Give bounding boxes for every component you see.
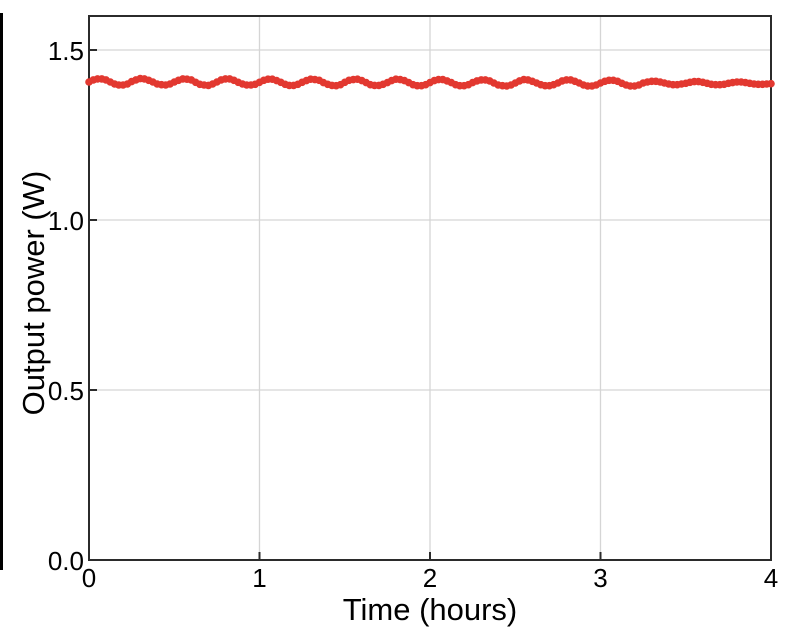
data-series-output-power [85,74,775,90]
figure-left-border [0,13,3,570]
y-tick-label: 0.5 [48,376,84,406]
gridlines [89,16,771,560]
y-tick-label: 0.0 [48,546,84,576]
y-axis-label: Output power (W) [16,171,51,416]
data-point [767,79,775,88]
x-tick-label: 3 [593,563,607,593]
y-tick-labels: 0.0 0.5 1.0 1.5 [48,36,84,576]
y-tick-label: 1.0 [48,206,84,236]
x-axis-label: Time (hours) [343,592,518,627]
x-tick-label: 2 [423,563,437,593]
x-tick-label: 1 [252,563,266,593]
axis-ticks [88,49,772,561]
x-tick-labels: 0 1 2 3 4 [82,563,778,593]
x-tick-label: 0 [82,563,96,593]
x-tick-label: 4 [764,563,778,593]
y-tick-label: 1.5 [48,36,84,66]
